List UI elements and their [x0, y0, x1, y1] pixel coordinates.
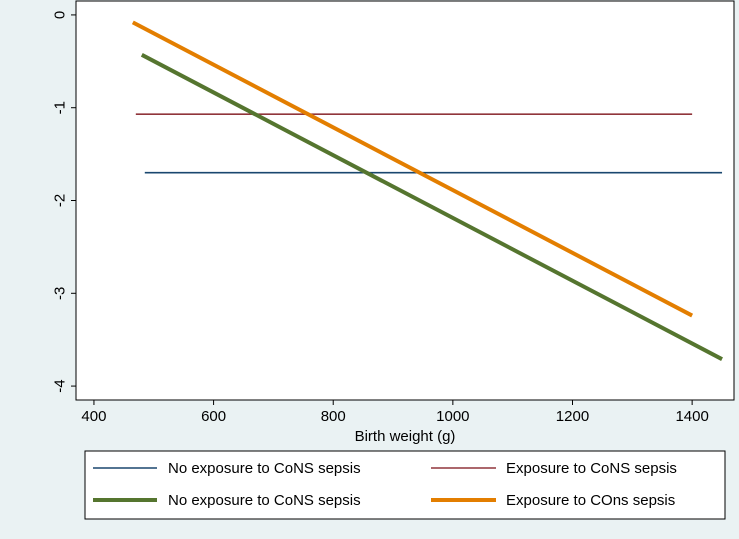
legend-entries: No exposure to CoNS sepsis Exposure to Co…: [93, 460, 677, 509]
x-tick-label: 1200: [556, 408, 589, 425]
x-tick-label: 400: [81, 408, 106, 425]
y-tick-label: -2: [51, 194, 68, 207]
x-tick-label: 600: [201, 408, 226, 425]
y-tick-label: -3: [51, 287, 68, 300]
x-tick-label: 800: [321, 408, 346, 425]
axes: 400 600 800 1000 1200 1400 0 -1 -2 -3 -4: [51, 11, 709, 425]
legend-label: Exposure to CoNS sepsis: [506, 460, 677, 477]
legend-label: No exposure to CoNS sepsis: [168, 492, 361, 509]
legend-label: Exposure to COns sepsis: [506, 492, 675, 509]
series-layer: [131, 20, 723, 361]
legend-label: No exposure to CoNS sepsis: [168, 460, 361, 477]
x-tick-label: 1400: [675, 408, 708, 425]
legend: [84, 450, 726, 520]
y-tick-label: 0: [51, 11, 68, 19]
series-line-4: [131, 20, 694, 318]
plot-area: [75, 0, 735, 401]
series-line-3: [140, 53, 723, 361]
y-tick-label: -4: [51, 379, 68, 392]
x-tick-label: 1000: [436, 408, 469, 425]
x-axis-title: Birth weight (g): [355, 428, 456, 445]
y-tick-label: -1: [51, 101, 68, 114]
